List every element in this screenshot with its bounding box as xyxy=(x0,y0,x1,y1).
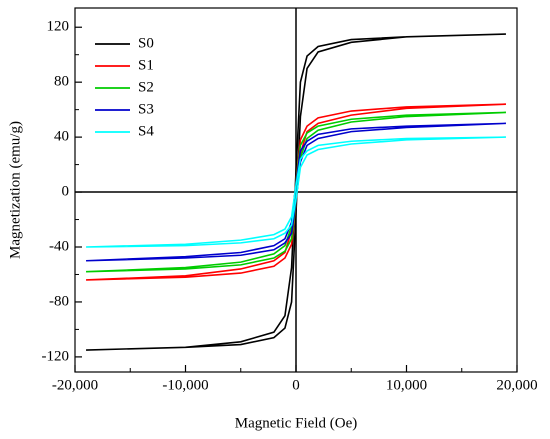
y-tick-label: 40 xyxy=(54,129,69,145)
y-axis-label: Magnetization (emu/g) xyxy=(7,121,23,259)
x-tick-label: -20,000 xyxy=(52,377,98,393)
legend-label: S3 xyxy=(138,101,154,117)
legend-label: S4 xyxy=(138,123,154,139)
plot-frame xyxy=(74,7,518,373)
series-line xyxy=(86,111,506,273)
x-axis-label: Magnetic Field (Oe) xyxy=(235,415,357,431)
x-tick-label: 0 xyxy=(292,377,300,393)
y-tick-label: 120 xyxy=(47,19,70,35)
legend-label: S1 xyxy=(138,57,154,73)
series-line xyxy=(86,122,506,262)
x-tick-label: -10,000 xyxy=(162,377,208,393)
legend-label: S0 xyxy=(138,35,154,51)
y-tick-label: -80 xyxy=(49,293,69,309)
legend-label: S2 xyxy=(138,79,154,95)
y-tick-label: 80 xyxy=(54,74,69,90)
y-tick-label: -40 xyxy=(49,238,69,254)
series-line xyxy=(86,103,506,281)
series-line xyxy=(86,33,506,351)
x-tick-label: 10,000 xyxy=(386,377,427,393)
x-tick-label: 20,000 xyxy=(496,377,537,393)
y-tick-label: 0 xyxy=(62,183,70,199)
y-tick-label: -120 xyxy=(42,348,70,364)
series-line xyxy=(86,136,506,248)
